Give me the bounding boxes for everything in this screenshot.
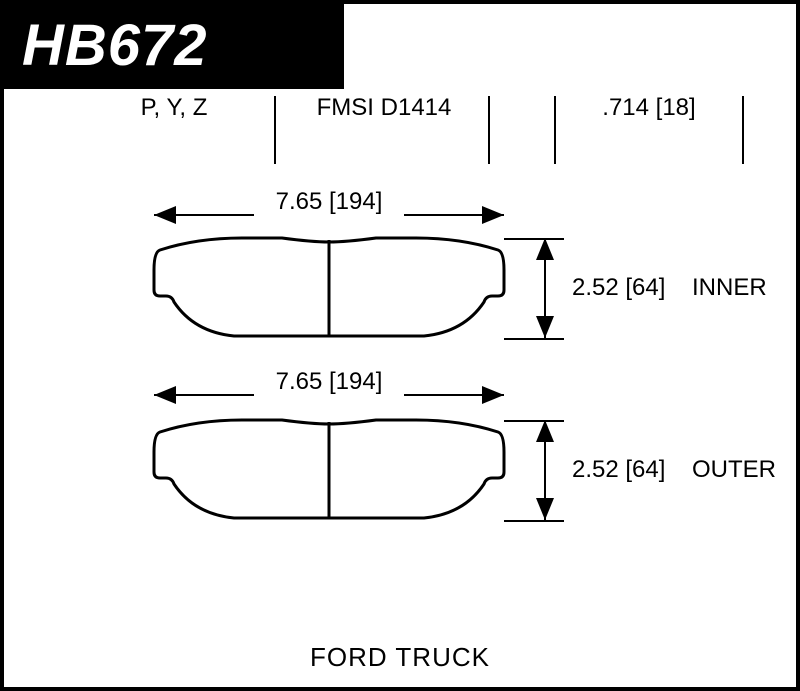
arrow-up-icon <box>536 238 554 260</box>
spec-divider <box>554 96 556 164</box>
side-label: INNER <box>692 274 767 302</box>
spec-sheet: HB672 P, Y, Z FMSI D1414 .714 [18] 7.65 … <box>0 0 800 691</box>
spec-fmsi: FMSI D1414 <box>284 94 484 122</box>
side-label: OUTER <box>692 456 776 484</box>
dim-label: 2.52 [64] <box>572 456 665 484</box>
dim-label: 7.65 [194] <box>254 188 404 216</box>
arrow-down-icon <box>536 498 554 520</box>
pad-inner-svg <box>152 236 506 340</box>
arrow-down-icon <box>536 316 554 338</box>
dim-label: 2.52 [64] <box>572 274 665 302</box>
ext-line <box>504 520 564 522</box>
part-number: HB672 <box>22 12 326 79</box>
arrow-right-icon <box>482 206 504 224</box>
dim-outer-height: 2.52 [64] OUTER <box>524 420 564 520</box>
pad-inner <box>152 236 506 340</box>
header-bar: HB672 <box>4 4 344 89</box>
dim-outer-width: 7.65 [194] <box>154 374 504 414</box>
arrow-left-icon <box>154 386 176 404</box>
pad-outer-svg <box>152 418 506 522</box>
spec-divider <box>274 96 276 164</box>
arrow-left-icon <box>154 206 176 224</box>
dim-inner-width: 7.65 [194] <box>154 194 504 234</box>
pad-outer <box>152 418 506 522</box>
dim-inner-height: 2.52 [64] INNER <box>524 238 564 338</box>
arrow-up-icon <box>536 420 554 442</box>
dim-label: 7.65 [194] <box>254 368 404 396</box>
diagram-area: 7.65 [194] 2.52 [64] INNER 7.65 [194] <box>4 184 796 644</box>
spec-compounds: P, Y, Z <box>84 94 264 122</box>
ext-line <box>504 338 564 340</box>
arrow-right-icon <box>482 386 504 404</box>
spec-thickness: .714 [18] <box>564 94 734 122</box>
vehicle-label: FORD TRUCK <box>4 642 796 673</box>
spec-divider <box>742 96 744 164</box>
spec-divider <box>488 96 490 164</box>
spec-row: P, Y, Z FMSI D1414 .714 [18] <box>4 94 796 164</box>
